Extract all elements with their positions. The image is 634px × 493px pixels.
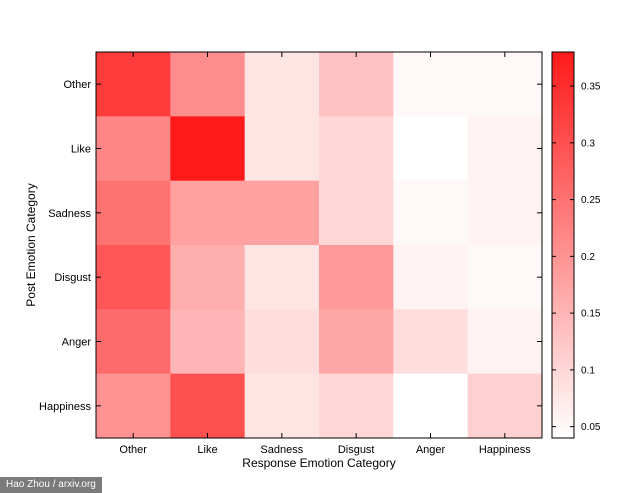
y-tick-label: Like: [71, 144, 91, 156]
x-tick-label: Other: [119, 444, 147, 456]
heatmap-cell: [467, 180, 543, 246]
x-tick-label: Sadness: [260, 444, 303, 456]
colorbar-tick-label: 0.1: [581, 365, 595, 376]
colorbar: [551, 51, 575, 439]
x-tick-label: Disgust: [338, 444, 375, 456]
y-tick-label: Other: [63, 79, 91, 91]
heatmap-cell: [467, 245, 543, 310]
heatmap-cell: [244, 373, 320, 439]
y-tick-label: Disgust: [54, 272, 91, 284]
colorbar-tick-label: 0.25: [581, 195, 601, 206]
colorbar-ticks: 0.05 0.1 0.15 0.2 0.25 0.3 0.35: [552, 82, 601, 433]
heatmap-cell: [244, 116, 320, 182]
heatmap-cell: [319, 309, 394, 375]
heatmap-cell: [319, 52, 394, 117]
x-tick-label: Happiness: [479, 444, 531, 456]
heatmap-cell: [244, 309, 320, 375]
colorbar-tick-label: 0.35: [581, 82, 601, 93]
x-tick-label: Like: [197, 444, 217, 456]
x-axis-title: Response Emotion Category: [242, 456, 395, 470]
heatmap-cell: [170, 52, 246, 117]
heatmap-cell: [393, 52, 469, 117]
heatmap-cell: [170, 180, 246, 246]
y-tick-label: Happiness: [39, 401, 91, 413]
axis-ticks: [96, 52, 542, 438]
heatmap-cell: [96, 116, 171, 182]
heatmap-cell: [96, 180, 171, 246]
heatmap-cell: [319, 245, 394, 310]
y-tick-label: Sadness: [48, 208, 91, 220]
heatmap-cell: [170, 309, 246, 375]
image-credit: Hao Zhou / arxiv.org: [0, 477, 102, 493]
heatmap-cell: [244, 52, 320, 117]
y-tick-label: Anger: [62, 337, 92, 349]
heatmap-cell: [244, 180, 320, 246]
heatmap-cell: [467, 309, 543, 375]
heatmap-cells: [96, 52, 543, 439]
heatmap-cell: [170, 245, 246, 310]
heatmap-cell: [393, 245, 469, 310]
y-tick-labels: Other Like Sadness Disgust Anger Happiness: [39, 79, 91, 413]
heatmap-cell: [96, 52, 171, 117]
x-tick-label: Anger: [416, 444, 446, 456]
y-axis-title: Post Emotion Category: [24, 183, 38, 306]
heatmap-cell: [170, 116, 246, 182]
heatmap-cell: [393, 180, 469, 246]
x-tick-labels: Other Like Sadness Disgust Anger Happiness: [119, 444, 531, 456]
colorbar-tick-label: 0.15: [581, 309, 601, 320]
heatmap-cell: [319, 373, 394, 439]
heatmap-cell: [393, 116, 469, 182]
heatmap-cell: [467, 52, 543, 117]
heatmap-cell: [393, 309, 469, 375]
heatmap-cell: [96, 309, 171, 375]
heatmap-cell: [244, 245, 320, 310]
colorbar-tick-label: 0.3: [581, 138, 595, 149]
heatmap-cell: [96, 373, 171, 439]
heatmap-cell: [467, 373, 543, 439]
heatmap-cell: [393, 373, 469, 439]
heatmap-cell: [96, 245, 171, 310]
heatmap-cell: [319, 180, 394, 246]
colorbar-tick-label: 0.2: [581, 252, 595, 263]
heatmap-cell: [170, 373, 246, 439]
plot-frame: [95, 51, 543, 439]
heatmap-cell: [467, 116, 543, 182]
colorbar-tick-label: 0.05: [581, 422, 601, 433]
heatmap-cell: [319, 116, 394, 182]
